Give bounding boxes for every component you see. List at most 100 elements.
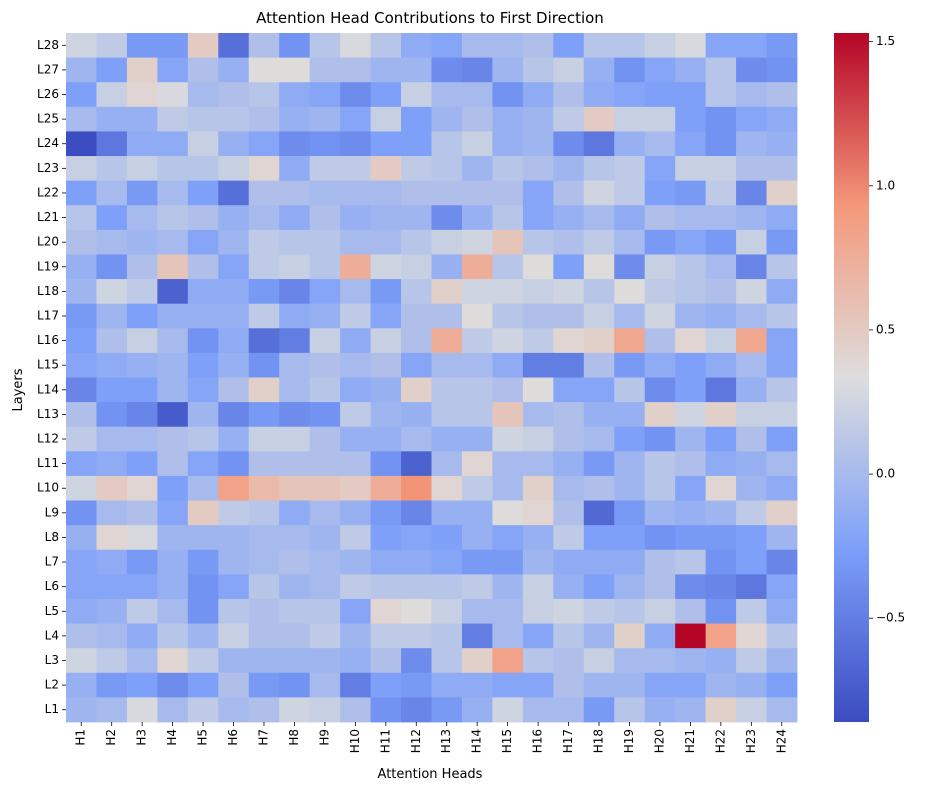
heatmap-cell-L26-H5 (187, 82, 219, 108)
heatmap-cell-L14-H2 (96, 377, 128, 403)
heatmap-cell-L15-H19 (614, 352, 646, 378)
heatmap-cell-L3-H11 (370, 648, 402, 674)
heatmap-cell-L26-H24 (766, 82, 798, 108)
x-tick-label-H19: H19 (622, 729, 636, 753)
heatmap-cell-L16-H14 (461, 328, 493, 354)
heatmap-cell-L5-H23 (736, 598, 767, 624)
heatmap-cell-L6-H19 (614, 574, 646, 600)
heatmap-cell-L17-H10 (340, 303, 371, 329)
heatmap-cell-L16-H21 (675, 328, 707, 354)
heatmap-cell-L20-H21 (675, 229, 707, 255)
y-tick-label-L20: L20 (37, 235, 59, 249)
heatmap-cell-L7-H16 (522, 549, 554, 575)
heatmap-cell-L13-H2 (96, 402, 128, 428)
heatmap-cell-L2-H11 (370, 672, 402, 698)
heatmap-cell-L13-H24 (766, 402, 798, 428)
heatmap-cell-L7-H6 (218, 549, 250, 575)
heatmap-cell-L20-H11 (370, 229, 402, 255)
heatmap-cell-L26-H22 (705, 82, 737, 108)
heatmap-cell-L12-H2 (96, 426, 128, 452)
y-tick-label-L18: L18 (37, 284, 59, 298)
heatmap-cell-L6-H15 (492, 574, 524, 600)
heatmap-cell-L8-H16 (522, 525, 554, 551)
colorbar-tick-label: 0.5 (876, 322, 895, 336)
heatmap-cell-L20-H23 (736, 229, 767, 255)
heatmap-cell-L19-H14 (461, 254, 493, 280)
heatmap-cell-L6-H24 (766, 574, 798, 600)
heatmap-cell-L22-H14 (461, 180, 493, 206)
heatmap-cell-L11-H2 (96, 451, 128, 477)
heatmap-cell-L12-H1 (66, 426, 97, 452)
heatmap-cell-L4-H1 (66, 623, 97, 649)
heatmap-cell-L19-H6 (218, 254, 250, 280)
heatmap-cell-L27-H17 (553, 57, 585, 83)
heatmap-cell-L14-H6 (218, 377, 250, 403)
heatmap-cell-L23-H9 (309, 156, 341, 182)
heatmap-cell-L16-H7 (248, 328, 280, 354)
heatmap-cell-L14-H16 (522, 377, 554, 403)
colorbar-tick-label: 1.0 (876, 178, 895, 192)
heatmap-cell-L17-H24 (766, 303, 798, 329)
heatmap-cell-L10-H2 (96, 475, 128, 501)
heatmap-cell-L27-H19 (614, 57, 646, 83)
heatmap-cell-L23-H22 (705, 156, 737, 182)
heatmap-cell-L3-H18 (583, 648, 615, 674)
heatmap-cell-L20-H3 (126, 229, 158, 255)
heatmap-cell-L6-H18 (583, 574, 615, 600)
heatmap-cell-L5-H2 (96, 598, 128, 624)
heatmap-cell-L11-H3 (126, 451, 158, 477)
heatmap-cell-L12-H19 (614, 426, 646, 452)
heatmap-cell-L26-H13 (431, 82, 463, 108)
heatmap-cell-L25-H22 (705, 106, 737, 132)
heatmap-cell-L2-H14 (461, 672, 493, 698)
heatmap-cell-L10-H22 (705, 475, 737, 501)
heatmap-cell-L4-H14 (461, 623, 493, 649)
heatmap-cell-L17-H1 (66, 303, 97, 329)
heatmap-cell-L28-H2 (96, 33, 128, 59)
heatmap-cell-L18-H6 (218, 279, 250, 305)
heatmap-cell-L18-H2 (96, 279, 128, 305)
heatmap-cell-L20-H15 (492, 229, 524, 255)
y-axis-ticks: L28 L27 L26 L25 L24 L23 L22 L21 L20 L19 L18 L17 L16 L… (37, 38, 66, 716)
heatmap-cell-L15-H6 (218, 352, 250, 378)
y-tick-label-L17: L17 (37, 308, 59, 322)
heatmap-cell-L13-H11 (370, 402, 402, 428)
heatmap-cell-L13-H17 (553, 402, 585, 428)
heatmap-cell-L9-H17 (553, 500, 585, 526)
x-tick-label-H6: H6 (226, 729, 240, 746)
heatmap-cell-L27-H6 (218, 57, 250, 83)
heatmap-cell-L13-H9 (309, 402, 341, 428)
heatmap-cell-L12-H14 (461, 426, 493, 452)
heatmap-cell-L12-H10 (340, 426, 371, 452)
heatmap-cell-L23-H6 (218, 156, 250, 182)
heatmap-cell-L2-H19 (614, 672, 646, 698)
heatmap-cell-L15-H9 (309, 352, 341, 378)
heatmap-cell-L22-H19 (614, 180, 646, 206)
heatmap-cell-L2-H15 (492, 672, 524, 698)
heatmap-cell-L21-H21 (675, 205, 707, 231)
y-tick-label-L8: L8 (45, 530, 59, 544)
heatmap-cell-L27-H3 (126, 57, 158, 83)
heatmap-cell-L3-H15 (492, 648, 524, 674)
heatmap-cell-L1-H23 (736, 697, 767, 723)
heatmap-cell-L1-H14 (461, 697, 493, 723)
heatmap-cell-L16-H23 (736, 328, 767, 354)
heatmap-cell-L10-H16 (522, 475, 554, 501)
heatmap-cell-L8-H6 (218, 525, 250, 551)
heatmap-cell-L11-H15 (492, 451, 524, 477)
heatmap-cell-L17-H19 (614, 303, 646, 329)
heatmap-cell-L9-H3 (126, 500, 158, 526)
heatmap-cell-L4-H18 (583, 623, 615, 649)
heatmap-cell-L25-H8 (279, 106, 311, 132)
heatmap-cell-L12-H16 (522, 426, 554, 452)
heatmap-cell-L25-H12 (401, 106, 432, 132)
heatmap-cell-L22-H22 (705, 180, 737, 206)
heatmap-cell-L17-H4 (157, 303, 189, 329)
heatmap-cell-L5-H21 (675, 598, 707, 624)
heatmap-cell-L14-H7 (248, 377, 280, 403)
heatmap-cell-L14-H1 (66, 377, 97, 403)
heatmap-cell-L9-H20 (644, 500, 676, 526)
heatmap-cell-L3-H16 (522, 648, 554, 674)
heatmap-cell-L16-H19 (614, 328, 646, 354)
heatmap-cell-L11-H9 (309, 451, 341, 477)
